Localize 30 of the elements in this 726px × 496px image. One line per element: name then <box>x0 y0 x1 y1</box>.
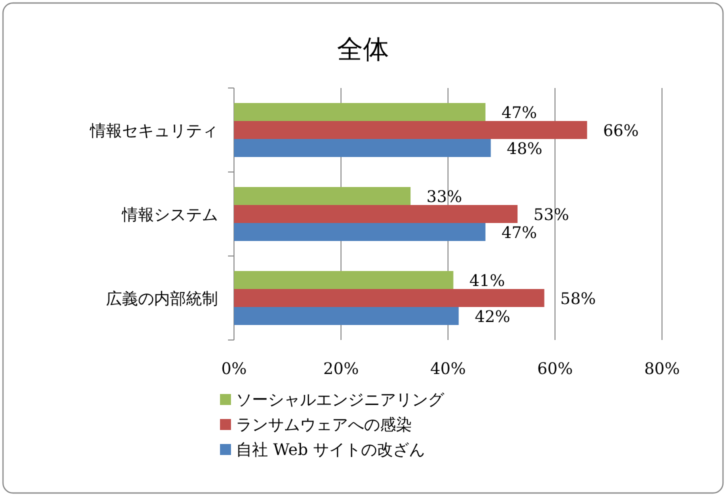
data-label: 48% <box>506 139 542 158</box>
legend-label: 自社 Web サイトの改ざん <box>236 440 426 459</box>
x-tick-label: 20% <box>323 359 359 378</box>
bar <box>234 139 491 157</box>
bar <box>234 205 518 223</box>
bar <box>234 307 459 325</box>
data-label: 47% <box>501 103 538 122</box>
x-tick-label: 60% <box>537 359 573 378</box>
data-label: 42% <box>474 307 510 326</box>
legend-label: ランサムウェアへの感染 <box>236 415 412 434</box>
chart-title: 全体 <box>337 35 389 65</box>
y-tick-label: 情報セキュリティ <box>89 121 218 140</box>
bar <box>234 289 544 307</box>
legend-label: ソーシャルエンジニアリング <box>236 390 445 409</box>
data-label: 53% <box>534 205 570 224</box>
data-label: 47% <box>501 223 538 242</box>
y-tick-label: 情報システム <box>121 205 218 224</box>
bar <box>234 187 411 205</box>
data-label: 33% <box>426 187 462 206</box>
bar <box>234 223 486 241</box>
bar <box>234 121 588 139</box>
x-tick-label: 0% <box>221 359 247 378</box>
x-tick-label: 40% <box>430 359 466 378</box>
data-label: 58% <box>560 289 596 308</box>
bar <box>234 103 486 121</box>
x-tick-label: 80% <box>644 359 680 378</box>
y-tick-label: 広義の内部統制 <box>106 289 218 308</box>
data-label: 41% <box>469 271 505 290</box>
bar <box>234 271 454 289</box>
data-label: 66% <box>603 121 639 140</box>
